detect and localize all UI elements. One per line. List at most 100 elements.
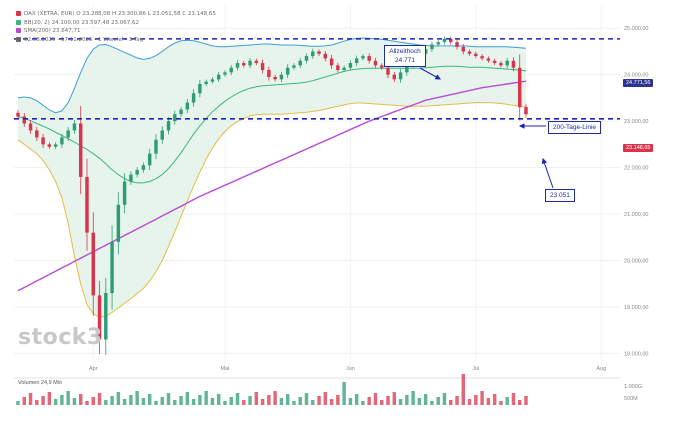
volume-bar (480, 391, 484, 405)
chart-legend: DAX (XETRA, EUR) O 23.288,08 H 23.300,86… (16, 10, 216, 44)
volume-bar (166, 393, 171, 405)
volume-bar (304, 393, 309, 405)
volume-bar (210, 398, 215, 405)
volume-bar (323, 392, 328, 405)
volume-bar (373, 393, 378, 405)
candle-body (467, 51, 472, 54)
candle-body (285, 67, 290, 75)
annotation-ath-value: 24.771 (395, 57, 415, 64)
candle-body (279, 74, 284, 80)
price-tag-lower: 23.148,65 (623, 144, 654, 152)
y-tick-label: 22.000,00 (624, 166, 648, 172)
annotation-sma-200: 200-Tage-Linie (548, 121, 602, 134)
candle-body (60, 137, 64, 145)
legend-ohlc: DAX (XETRA, EUR) O 23.288,08 H 23.300,86… (16, 10, 216, 19)
candle-body (104, 293, 108, 340)
candle-body (518, 67, 522, 108)
candlesticks (16, 36, 528, 355)
volume-bar (116, 392, 121, 405)
candle-body (392, 74, 397, 80)
volume-bar (518, 400, 522, 405)
volume-bar (524, 396, 528, 405)
annotation-low: 23.051 (545, 189, 575, 202)
candle-body (386, 67, 390, 75)
candle-body (204, 81, 208, 84)
x-tick-label: Apr (89, 366, 98, 372)
volume-bar (122, 399, 127, 405)
candle-body (273, 77, 277, 80)
volume-bar (361, 401, 365, 405)
volume-bar (279, 398, 284, 405)
candle-body (116, 204, 121, 242)
candle-body (97, 295, 102, 340)
volume-bar (78, 394, 83, 405)
volume-bar (417, 398, 422, 405)
volume-bar (91, 397, 95, 405)
candle-body (242, 63, 246, 66)
candle-body (41, 137, 45, 145)
candle-body (110, 241, 114, 294)
candle-body (47, 144, 52, 147)
candle-body (449, 38, 453, 43)
volume-bar (254, 392, 259, 405)
candle-body (511, 60, 516, 68)
candle-body (298, 60, 302, 66)
candle-body (486, 58, 491, 61)
candle-body (160, 130, 164, 140)
volume-bar (285, 394, 290, 405)
candle-body (524, 107, 528, 115)
volume-bar (461, 374, 466, 405)
volume-axis-label-2: 500M (624, 396, 638, 402)
volume-bar (242, 400, 246, 405)
candle-body (66, 130, 70, 138)
volume-bar (455, 396, 459, 405)
bollinger-middle-line (17, 65, 527, 184)
candle-body (248, 60, 252, 66)
x-tick-label: Aug (596, 366, 606, 372)
candle-body (311, 51, 315, 57)
arrow-sma-head (518, 123, 525, 129)
volume-bar (160, 397, 164, 405)
x-tick-label: Jul (472, 366, 479, 372)
volume-bar (474, 395, 478, 405)
volume-bar (492, 394, 497, 405)
volume-bar (248, 396, 252, 405)
candle-body (380, 65, 384, 68)
volume-bar (298, 397, 302, 405)
candle-body (216, 74, 221, 80)
candle-body (367, 56, 371, 61)
volume-bar (185, 392, 190, 405)
candle-body (135, 169, 139, 175)
horizontal-levels (14, 38, 620, 120)
candle-body (16, 112, 20, 117)
legend-bb-text: BB(20, 2) 24.100,00 23.597,48 23.067,62 (24, 19, 140, 26)
volume-axis-label-1: 1.000G (624, 384, 642, 390)
candle-body (499, 63, 503, 66)
candle-body (210, 79, 215, 82)
candle-body (72, 123, 77, 131)
y-tick-label: 24.000,00 (624, 73, 648, 79)
candle-body (354, 58, 359, 64)
volume-bar (173, 400, 177, 405)
volume-bar (47, 392, 52, 405)
volume-bar (110, 396, 114, 405)
y-tick-label: 25.000,00 (624, 26, 648, 32)
volume-bar (28, 393, 33, 405)
candle-body (398, 72, 403, 80)
volume-bar (135, 391, 139, 405)
x-axis: AprMaiJunJulAugSepOktNov (89, 366, 606, 372)
candle-body (267, 70, 271, 78)
y-tick-label: 23.000,00 (624, 119, 648, 125)
candle-body (317, 51, 321, 54)
volume-bar (204, 391, 208, 405)
candle-body (35, 130, 39, 138)
volume-bar (191, 399, 196, 405)
candle-body (129, 174, 133, 182)
volume-bar (104, 400, 108, 405)
volume-bar (430, 401, 434, 405)
volume-bar (392, 392, 397, 405)
x-tick-label: Mai (221, 366, 230, 372)
candle-body (223, 72, 227, 75)
volume-bar (260, 399, 265, 405)
